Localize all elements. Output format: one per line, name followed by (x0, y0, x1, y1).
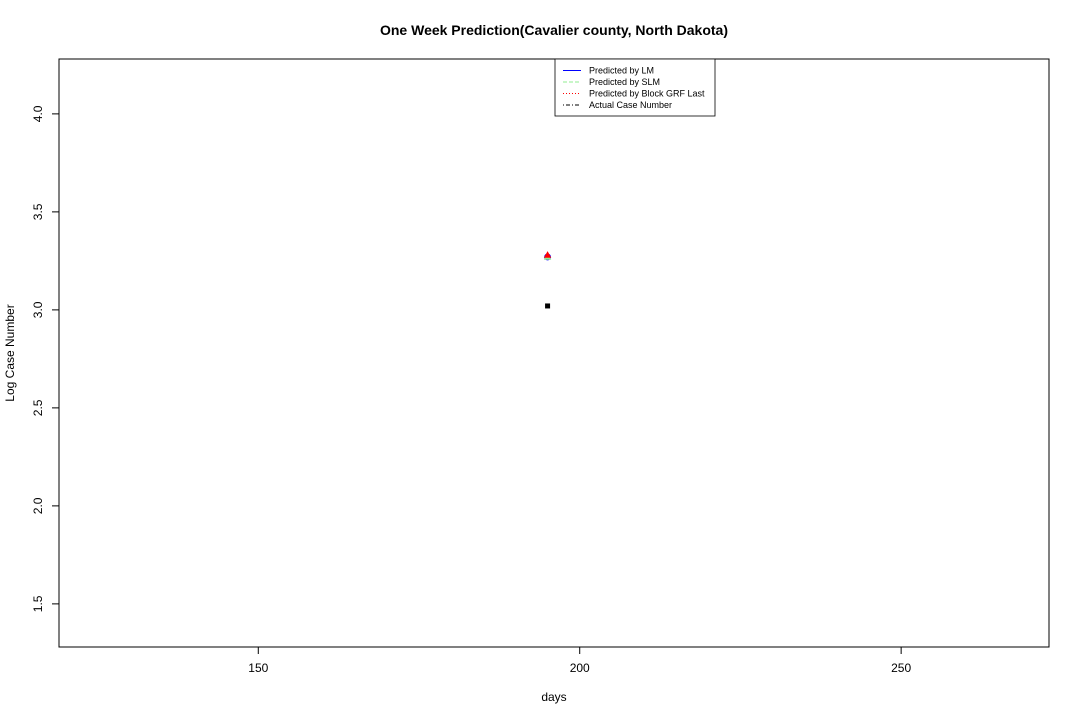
x-axis: 150 200 250 (248, 647, 911, 675)
legend-label: Actual Case Number (589, 100, 672, 110)
legend-label: Predicted by Block GRF Last (589, 89, 705, 99)
point-actual-case-number (545, 303, 551, 309)
x-tick-label: 150 (248, 661, 268, 675)
x-axis-label: days (541, 690, 566, 704)
legend-label: Predicted by LM (589, 66, 654, 76)
chart-title: One Week Prediction(Cavalier county, Nor… (380, 22, 728, 38)
y-axis-label: Log Case Number (3, 304, 17, 401)
point-predicted-by-block-grf-last (543, 251, 552, 258)
y-tick-label: 3.5 (31, 203, 45, 220)
y-tick-label: 2.0 (31, 497, 45, 514)
legend-box (554, 58, 716, 117)
y-axis: 1.5 2.0 2.5 3.0 3.5 4.0 (31, 105, 59, 612)
data-points (543, 251, 552, 309)
y-tick-label: 1.5 (31, 595, 45, 612)
plot-area (58, 58, 1050, 648)
y-tick-label: 3.0 (31, 301, 45, 318)
y-tick-label: 4.0 (31, 105, 45, 122)
legend-label: Predicted by SLM (589, 77, 660, 87)
x-tick-label: 200 (570, 661, 590, 675)
x-tick-label: 250 (891, 661, 911, 675)
y-tick-label: 2.5 (31, 399, 45, 416)
